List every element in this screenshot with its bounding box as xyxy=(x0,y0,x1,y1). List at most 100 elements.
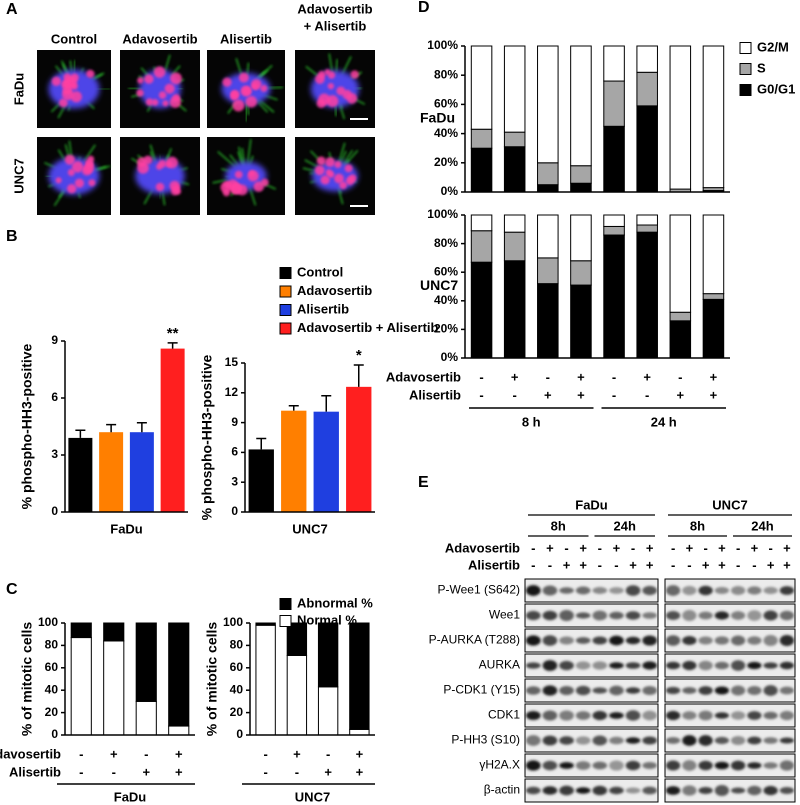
bar-segment xyxy=(537,184,559,193)
band xyxy=(625,611,641,620)
bar-segment xyxy=(603,125,625,193)
kinetochore xyxy=(164,83,175,94)
kinetochore xyxy=(165,160,173,168)
band xyxy=(642,710,657,721)
band xyxy=(779,710,794,721)
bar xyxy=(346,386,372,512)
band xyxy=(592,587,608,594)
band xyxy=(542,735,558,746)
kinetochore xyxy=(55,177,62,184)
y-tick-label: 100% xyxy=(427,38,458,52)
treatment-sign: + xyxy=(579,540,587,555)
panel-label: E xyxy=(418,474,429,491)
kinetochore xyxy=(260,84,268,92)
treatment-sign: - xyxy=(479,369,483,384)
band xyxy=(763,685,778,696)
kinetochore xyxy=(327,71,336,79)
bar xyxy=(129,432,154,512)
legend-swatch xyxy=(739,63,752,75)
legend-label: Adavosertib xyxy=(297,283,372,298)
band xyxy=(698,760,713,771)
row-label: FaDu xyxy=(11,73,26,106)
kinetochore xyxy=(320,175,330,185)
treatment-sign: + xyxy=(702,557,710,572)
bar xyxy=(248,449,274,512)
treatment-sign: - xyxy=(645,387,649,402)
treatment-sign: - xyxy=(112,764,116,779)
treatment-sign: - xyxy=(671,557,675,572)
band xyxy=(747,736,762,745)
error-bar xyxy=(288,404,299,411)
treatment-sign: - xyxy=(768,540,772,555)
band xyxy=(731,660,746,671)
kinetochore xyxy=(86,161,94,169)
bar-segment xyxy=(470,45,493,130)
band xyxy=(642,585,657,596)
kinetochore xyxy=(172,94,181,102)
kinetochore xyxy=(232,99,245,112)
band xyxy=(642,685,657,696)
blot-frame xyxy=(664,678,796,703)
treatment-sign: + xyxy=(577,369,585,384)
x-axis-label: UNC7 xyxy=(295,789,330,804)
treatment-sign: + xyxy=(751,540,759,555)
band xyxy=(747,785,762,796)
y-axis-label: % of mitotic cells xyxy=(204,622,220,737)
bar-segment xyxy=(168,725,190,736)
kinetochore xyxy=(58,98,68,108)
treatment-sign: + xyxy=(544,387,552,402)
group-label: FaDu xyxy=(575,497,608,512)
y-tick-label: 0 xyxy=(236,727,243,741)
band xyxy=(542,660,558,671)
bar-segment xyxy=(537,45,559,164)
band xyxy=(682,585,697,596)
treatment-sign: - xyxy=(295,764,299,779)
kinetochore xyxy=(245,95,258,108)
band xyxy=(625,636,641,645)
blot-frame xyxy=(524,653,659,678)
band xyxy=(559,685,574,696)
bar xyxy=(68,437,93,512)
band xyxy=(682,735,697,746)
bar-segment xyxy=(702,45,725,189)
band xyxy=(731,635,746,646)
band xyxy=(682,687,697,694)
bar-segment xyxy=(470,147,493,193)
bar-segment xyxy=(537,162,559,186)
band xyxy=(666,611,681,620)
blot-label: γH2A.X xyxy=(479,758,520,772)
kinetochore xyxy=(170,187,179,196)
band xyxy=(592,636,608,645)
kinetochore xyxy=(316,98,326,108)
kinetochore xyxy=(155,182,165,192)
treatment-sign: - xyxy=(736,557,740,572)
micrograph xyxy=(295,137,375,215)
band xyxy=(747,636,762,645)
bar xyxy=(99,432,124,512)
treatment-sign: - xyxy=(326,746,330,761)
bar-segment xyxy=(286,654,308,736)
bar-segment xyxy=(603,80,625,127)
error-bar xyxy=(75,429,86,438)
bar-segment xyxy=(135,700,157,736)
treatment-sign: - xyxy=(671,540,675,555)
y-tick-label: 80 xyxy=(230,638,244,652)
band xyxy=(747,711,762,720)
y-axis-label: % of mitotic cells xyxy=(19,622,35,737)
error-bar xyxy=(167,342,178,349)
band xyxy=(731,711,746,720)
kinetochore xyxy=(137,77,144,84)
band xyxy=(609,611,624,620)
bar-segment xyxy=(286,622,308,656)
bar-segment xyxy=(503,231,526,262)
y-tick-label: 80% xyxy=(434,67,458,81)
treatment-sign: - xyxy=(144,746,148,761)
kinetochore xyxy=(234,170,243,179)
band xyxy=(698,611,713,620)
blot-frame xyxy=(664,578,796,603)
band xyxy=(731,787,746,794)
kinetochore xyxy=(344,164,353,173)
y-tick-label: 40% xyxy=(434,293,458,307)
bar-segment xyxy=(135,622,157,702)
